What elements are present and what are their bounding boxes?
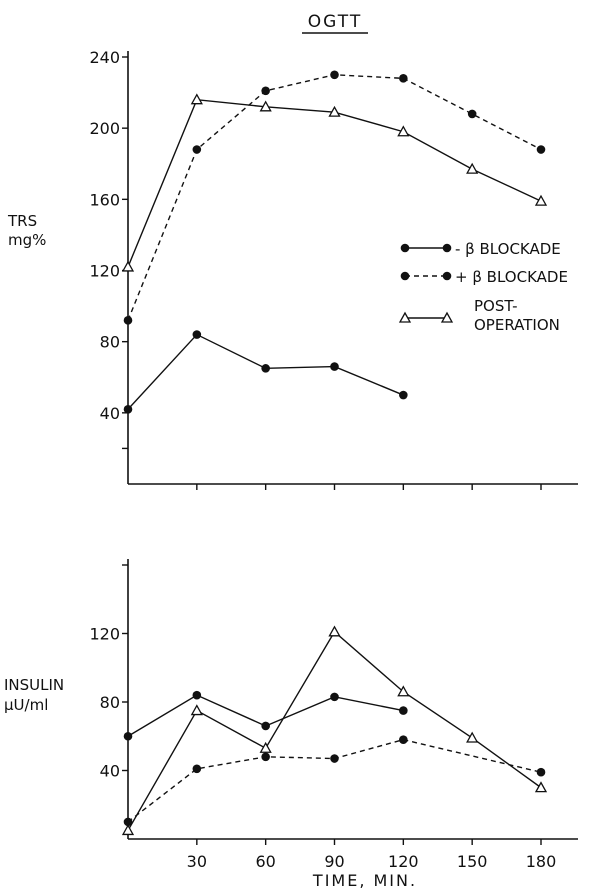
top-series-0-point — [192, 330, 202, 339]
legend-series-0-label: - β BLOCKADE — [455, 240, 561, 258]
legend-series-2-marker — [440, 311, 454, 323]
top-series-0-point — [399, 390, 408, 400]
bottom-series-0-point — [123, 731, 133, 741]
bottom-series-2-point — [328, 625, 341, 637]
top-series-2-point — [259, 100, 272, 112]
top-series-1-point — [123, 316, 133, 325]
top-series-1-point — [399, 74, 408, 83]
bottom-series-1-point — [399, 735, 408, 744]
top-ylabel-line2: mg% — [8, 231, 46, 249]
bottom-series-0-point — [192, 690, 202, 700]
bottom-series-1-point — [261, 752, 270, 762]
top-y-tick-label: 200 — [89, 119, 120, 138]
top-y-tick-label: 40 — [100, 404, 120, 423]
bottom-x-tick-label: 150 — [457, 852, 488, 871]
top-series-2-point — [466, 162, 479, 174]
legend: - β BLOCKADE + β BLOCKADE POST-OPERATION — [398, 240, 568, 334]
legend-series-2-marker — [398, 311, 412, 323]
top-series-0-point — [261, 364, 270, 373]
bottom-x-tick-label: 180 — [526, 852, 557, 871]
bottom-series-1-point — [192, 764, 202, 774]
top-series-2-point — [190, 93, 203, 105]
top-ylabel-line1: TRS — [7, 212, 37, 230]
x-axis-label: TIME, MIN. — [312, 871, 417, 890]
bottom-y-tick-label: 80 — [100, 693, 120, 712]
bottom-x-tick-label: 30 — [187, 852, 207, 871]
legend-series-2-label: POST-OPERATION — [474, 297, 560, 334]
top-series-1-point — [192, 145, 202, 154]
bottom-series-2-point — [534, 781, 548, 793]
bottom-series-2-point — [121, 824, 135, 836]
top-series-2-point — [328, 105, 341, 117]
bottom-x-tick-label: 120 — [388, 852, 419, 871]
top-panel: 40 80 120 160 200 240 — [89, 48, 578, 490]
bottom-series-0-point — [399, 706, 408, 715]
top-y-tick-label: 240 — [89, 48, 120, 67]
bottom-y-tick-label: 40 — [100, 762, 120, 781]
bottom-series-2-point — [259, 741, 272, 753]
bottom-series-1-point — [330, 754, 339, 763]
top-series-1-point — [536, 145, 546, 154]
bottom-series-0-point — [330, 692, 339, 702]
top-series-1-point — [261, 86, 270, 96]
bottom-series-2-line — [127, 630, 542, 831]
legend-series-1-label: + β BLOCKADE — [455, 268, 568, 286]
bottom-series-2-point — [466, 731, 479, 743]
top-y-tick-label: 160 — [89, 190, 120, 209]
top-series-1-point — [330, 70, 339, 80]
bottom-series-2-point — [397, 685, 410, 697]
top-y-tick-label: 120 — [89, 262, 120, 281]
bottom-series-2-point — [190, 704, 203, 716]
legend-series-1-marker — [400, 271, 410, 281]
legend-series-1-marker — [442, 271, 452, 281]
bottom-ylabel-line1: INSULIN — [4, 676, 64, 694]
legend-series-0-marker — [400, 243, 410, 253]
chart-title: OGTT — [308, 12, 362, 32]
top-series-2-point — [534, 194, 548, 206]
bottom-panel: 40 80 120 30 60 90 120 150 180 — [89, 559, 578, 871]
bottom-x-tick-label: 60 — [255, 852, 275, 871]
top-y-tick-label: 80 — [100, 333, 120, 352]
top-series-0-point — [330, 362, 339, 371]
bottom-series-1-line — [127, 738, 542, 823]
bottom-x-tick-label: 90 — [324, 852, 344, 871]
legend-series-0-marker — [442, 243, 452, 253]
bottom-series-1-point — [536, 767, 546, 777]
bottom-series-0-point — [261, 721, 270, 731]
bottom-series-1-point — [123, 817, 133, 827]
top-series-2-point — [397, 125, 410, 137]
bottom-y-tick-label: 120 — [89, 625, 120, 644]
top-series-2-point — [121, 260, 135, 272]
top-series-0-point — [123, 404, 133, 414]
bottom-ylabel-line2: μU/ml — [4, 696, 48, 714]
top-series-1-point — [467, 109, 477, 119]
